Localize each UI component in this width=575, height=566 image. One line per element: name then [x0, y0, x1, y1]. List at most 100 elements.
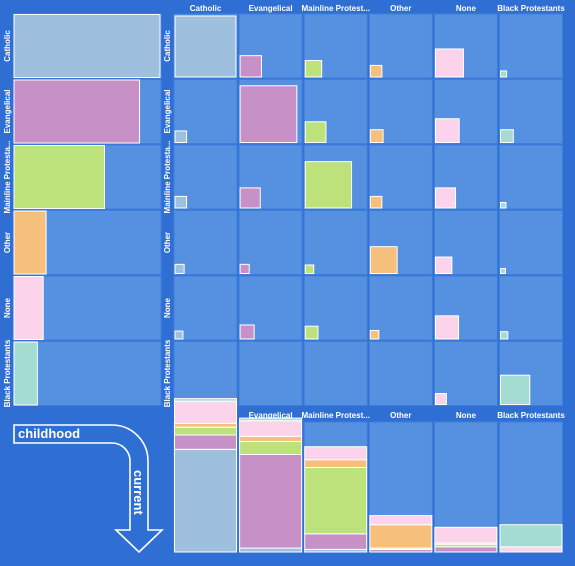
stack-segment-none-in-none [434, 526, 498, 544]
childhood-bar-none [13, 276, 44, 340]
stack-segment-evangelical-in-mainline-protestants [304, 533, 368, 550]
matrix-square-mainline-protestants-to-other [369, 195, 383, 209]
matrix-square-none-to-evangelical [239, 324, 255, 340]
flow-to-label: current [131, 470, 146, 515]
matrix-cell-mainline-protestants-to-other [368, 144, 433, 210]
stack-segment-other-in-evangelical [239, 435, 303, 442]
stack-segment-black-protestants-in-black-protestants [499, 524, 563, 548]
stack-segment-mainline-protestants-in-evangelical [239, 441, 303, 455]
matrix-square-evangelical-to-catholic [174, 130, 188, 144]
matrix-cell-evangelical-to-mainline-protestants [303, 79, 368, 144]
stack-segment-none-in-other [369, 515, 433, 526]
matrix-square-catholic-to-black-protestants [500, 70, 508, 78]
matrix-square-evangelical-to-mainline-protestants [304, 121, 327, 144]
matrix-row-label-evangelical: Evangelical [163, 89, 172, 133]
stack-segment-catholic-in-evangelical [239, 547, 303, 553]
matrix-cell-none-to-black-protestants [499, 275, 563, 341]
stack-segment-black-protestants-in-catholic [174, 398, 237, 402]
stack-col-label-other: Other [390, 411, 411, 420]
matrix-square-none-to-other [369, 329, 380, 340]
matrix-square-other-to-none [434, 256, 453, 274]
stack-segment-catholic-in-catholic [174, 448, 237, 553]
matrix-row-label-catholic: Catholic [163, 30, 172, 62]
matrix-col-label-catholic: Catholic [190, 4, 222, 13]
matrix-cell-other-to-catholic [173, 210, 238, 275]
matrix-square-catholic-to-catholic [174, 15, 237, 78]
matrix-col-label-mainline-protestants: Mainline Protest... [301, 4, 369, 13]
stack-col-label-black-protestants: Black Protestants [497, 411, 565, 420]
stack-segment-black-protestants-in-evangelical [239, 417, 303, 422]
matrix-row-label-mainline-protestants: Mainline Protesta... [163, 141, 172, 214]
childhood-cell-black-protestants [13, 341, 162, 406]
childhood-row-label-other: Other [3, 232, 12, 253]
childhood-bar-evangelical [13, 79, 141, 144]
matrix-square-catholic-to-other [369, 64, 383, 78]
matrix-cell-black-protestants-to-mainline-protestants [303, 341, 368, 406]
childhood-to-current-legend: childhood current [13, 424, 164, 554]
matrix-square-catholic-to-mainline-protestants [304, 60, 323, 78]
stack-segment-evangelical-in-none [434, 546, 498, 553]
flow-from-label: childhood [18, 426, 80, 441]
stacked-bars-panel [173, 398, 563, 553]
childhood-bar-mainline-protestants [13, 145, 106, 209]
matrix-col-label-other: Other [390, 4, 411, 13]
matrix-square-catholic-to-none [434, 48, 464, 78]
matrix-col-label-evangelical: Evangelical [249, 4, 293, 13]
stack-segment-mainline-protestants-in-catholic [174, 426, 237, 436]
matrix-square-mainline-protestants-to-evangelical [239, 187, 261, 209]
matrix-square-black-protestants-to-black-protestants [500, 374, 531, 406]
matrix-square-mainline-protestants-to-catholic [174, 195, 188, 209]
matrix-cell-other-to-mainline-protestants [303, 210, 368, 275]
matrix-column-labels: Catholic Evangelical Mainline Protest... Ot… [190, 4, 566, 13]
stack-segment-none-in-mainline-protestants [304, 446, 368, 461]
matrix-square-other-to-black-protestants [500, 268, 506, 274]
stack-col-label-mainline-protestants: Mainline Protest... [301, 411, 369, 420]
matrix-col-label-none: None [456, 4, 477, 13]
matrix-row-label-other: Other [163, 232, 172, 253]
matrix-square-mainline-protestants-to-none [434, 187, 457, 209]
matrix-cell-other-to-evangelical [238, 210, 303, 275]
childhood-bar-other [13, 210, 47, 275]
stack-segment-mainline-protestants-in-mainline-protestants [304, 467, 368, 535]
matrix-cell-none-to-other [368, 275, 433, 341]
childhood-row-label-mainline-protestants: Mainline Protesta... [3, 141, 12, 214]
matrix-square-mainline-protestants-to-black-protestants [500, 202, 507, 209]
matrix-square-mainline-protestants-to-mainline-protestants [304, 161, 353, 209]
matrix-row-label-none: None [163, 297, 172, 318]
flow-arrow-icon [13, 424, 164, 554]
stack-segment-other-in-catholic [174, 422, 237, 428]
matrix-row-label-black-protestants: Black Protestants [163, 339, 172, 407]
stack-segment-other-in-other [369, 524, 433, 549]
matrix-square-none-to-mainline-protestants [304, 325, 319, 340]
childhood-share-panel: Catholic Evangelical Mainline Protesta... O… [3, 13, 162, 407]
matrix-square-other-to-catholic [174, 263, 185, 275]
matrix-cell-mainline-protestants-to-black-protestants [499, 144, 563, 210]
matrix-cell-black-protestants-to-catholic [173, 341, 238, 406]
matrix-square-evangelical-to-evangelical [239, 85, 298, 143]
transition-matrix: Catholic Evangelical Mainline Protesta... O… [163, 13, 563, 407]
stack-segment-none-in-catholic [174, 400, 237, 424]
childhood-row-label-catholic: Catholic [3, 30, 12, 62]
stack-segment-other-in-mainline-protestants [304, 459, 368, 469]
childhood-row-label-evangelical: Evangelical [3, 89, 12, 133]
matrix-cell-black-protestants-to-other [368, 341, 433, 406]
matrix-square-other-to-evangelical [239, 263, 250, 275]
childhood-row-label-black-protestants: Black Protestants [3, 339, 12, 407]
matrix-cell-black-protestants-to-evangelical [238, 341, 303, 406]
stack-segment-none-in-black-protestants [499, 546, 563, 553]
stack-segment-evangelical-in-evangelical [239, 454, 303, 549]
matrix-col-label-black-protestants: Black Protestants [497, 4, 565, 13]
matrix-square-black-protestants-to-none [434, 393, 447, 405]
stack-col-label-none: None [456, 411, 477, 420]
matrix-square-evangelical-to-black-protestants [500, 129, 514, 144]
stack-col-label-evangelical: Evangelical [249, 411, 293, 420]
stack-segment-evangelical-in-catholic [174, 434, 237, 450]
matrix-square-other-to-mainline-protestants [304, 264, 315, 274]
matrix-square-evangelical-to-none [434, 118, 460, 143]
matrix-square-none-to-catholic [174, 330, 184, 340]
matrix-cell-other-to-black-protestants [499, 210, 563, 275]
matrix-square-other-to-other [369, 246, 398, 275]
childhood-bar-black-protestants [13, 341, 38, 406]
childhood-bar-catholic [13, 14, 161, 78]
